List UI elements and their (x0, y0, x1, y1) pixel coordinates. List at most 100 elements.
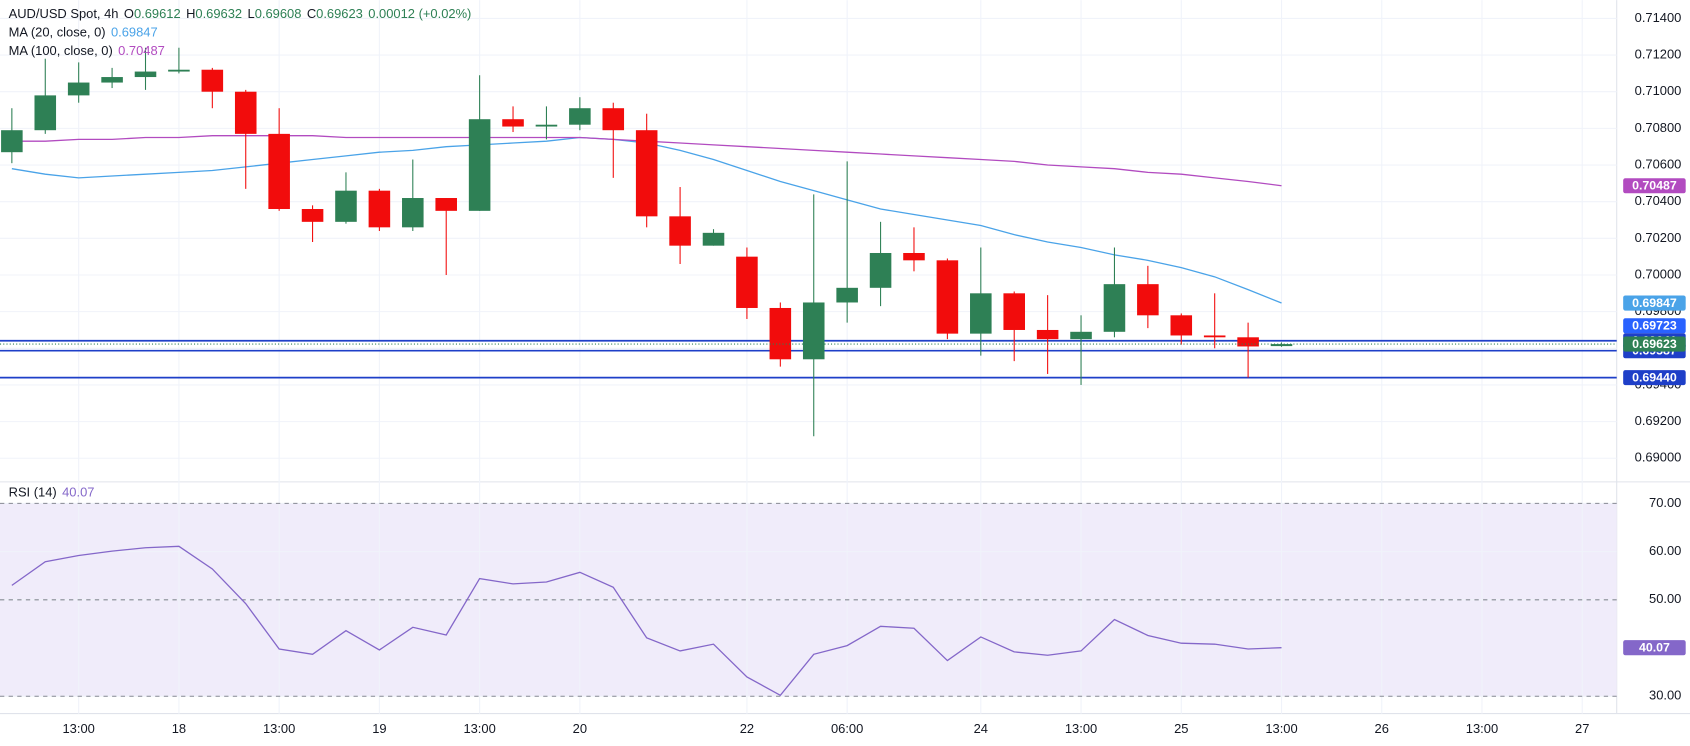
y-tick-label: 0.70800 (1635, 120, 1682, 135)
y-tick-label: 0.70200 (1635, 230, 1682, 245)
y-tick-label: 0.71200 (1635, 46, 1682, 61)
ma-legend: MA (100, close, 0) 0.70487 (9, 43, 165, 58)
candle-body (1103, 284, 1126, 332)
ma-legend-name: MA (100, close, 0) (9, 43, 113, 58)
candle-body (234, 91, 257, 134)
rsi-legend: RSI (14) 40.07 (9, 485, 95, 500)
ma-legend-value: 0.69847 (111, 25, 158, 40)
ohlc-letter: C (307, 7, 316, 22)
x-tick-label: 13:00 (263, 721, 295, 736)
candle-body (1237, 337, 1259, 347)
ohlc-value: 0.69632 (195, 7, 242, 22)
candle-body (268, 133, 290, 210)
candle-body (836, 287, 858, 303)
rsi-badge: 40.07 (1623, 640, 1686, 656)
candle-body (502, 119, 524, 127)
ma-legend-value: 0.70487 (118, 43, 165, 58)
candle-body (970, 293, 992, 334)
candle-body (602, 108, 625, 131)
ma-price-badge-bg (1623, 295, 1686, 311)
ohlc-value: 0.69612 (134, 7, 181, 22)
candle-body (936, 260, 959, 334)
candle-body (1070, 331, 1092, 340)
x-tick-label: 13:00 (463, 721, 495, 736)
y-tick-label: 0.70600 (1635, 156, 1682, 171)
x-tick-label: 25 (1174, 721, 1188, 736)
price-badge-bg (1623, 318, 1686, 334)
candle-body (1203, 335, 1226, 338)
rsi-badge-bg (1623, 640, 1686, 656)
level-badge-bg (1623, 370, 1686, 386)
candle-body (1170, 315, 1193, 336)
level-badge: 0.69440 (1623, 370, 1686, 386)
x-tick-label: 13:00 (1265, 721, 1297, 736)
x-tick-label: 26 (1375, 721, 1389, 736)
ma-legend: MA (20, close, 0) 0.69847 (9, 25, 158, 40)
level-badge-text: 0.69440 (1632, 370, 1677, 384)
candle-body (769, 307, 792, 360)
candle-body (1, 130, 23, 153)
x-tick-label: 19 (372, 721, 386, 736)
rsi-badge-text: 40.07 (1639, 640, 1670, 654)
candle-body (1036, 329, 1059, 340)
candle-body (903, 252, 925, 261)
ma-price-badge: 0.69847 (1623, 295, 1686, 311)
candle-body (201, 69, 224, 92)
candle-body (435, 198, 457, 211)
current-price-badge: 0.69623 (1623, 336, 1686, 352)
x-tick-label: 22 (740, 721, 754, 736)
x-tick-label: 18 (172, 721, 186, 736)
x-tick-label: 13:00 (63, 721, 95, 736)
candle-body (569, 108, 591, 125)
candle-body (535, 124, 558, 127)
candle-body (402, 198, 424, 228)
rsi-line (11, 545, 1282, 697)
x-tick-label: 27 (1575, 721, 1589, 736)
candle-body (301, 209, 324, 222)
candle-body (802, 302, 825, 360)
candle-body (1003, 293, 1025, 330)
y-tick-label: 0.70000 (1635, 266, 1682, 281)
candle-body (67, 82, 90, 96)
y-tick-label: 0.71400 (1635, 10, 1682, 25)
y-tick-label: 50.00 (1649, 591, 1681, 606)
current-price-badge-text: 0.69623 (1632, 337, 1677, 351)
x-tick-label: 13:00 (1466, 721, 1498, 736)
price-badge-text: 0.69723 (1632, 319, 1677, 333)
candle-body (335, 190, 357, 222)
ohlc-letter: O (124, 7, 134, 22)
candle-body (368, 190, 391, 228)
candle-body (468, 119, 491, 211)
symbol-legend: AUD/USD Spot, 4h O0.69612 H0.69632 L0.69608… (9, 7, 472, 22)
candle-body (1270, 344, 1293, 347)
x-tick-label: 13:00 (1065, 721, 1097, 736)
rsi-legend-name: RSI (14) (9, 485, 57, 500)
y-tick-label: 30.00 (1649, 688, 1681, 703)
y-tick-label: 70.00 (1649, 495, 1681, 510)
x-tick-label: 20 (573, 721, 587, 736)
candle-body (736, 256, 758, 308)
y-tick-label: 0.69000 (1635, 450, 1682, 465)
candle-body (635, 130, 658, 217)
x-tick-label: 24 (974, 721, 988, 736)
ohlc-value: 0.69623 (316, 7, 363, 22)
ma-price-badge-text: 0.69847 (1632, 296, 1677, 310)
candle-body (34, 95, 57, 131)
rsi-legend-value: 40.07 (62, 485, 94, 500)
price-change: 0.00012 (+0.02%) (368, 7, 471, 22)
current-price-badge-bg (1623, 336, 1686, 352)
y-tick-label: 0.69200 (1635, 413, 1682, 428)
candle-body (869, 252, 892, 288)
ohlc-letter: L (248, 7, 255, 22)
candle-body (168, 69, 190, 72)
y-tick-label: 0.70400 (1635, 193, 1682, 208)
price-badge: 0.69723 (1623, 318, 1686, 334)
symbol-title: AUD/USD Spot, 4h (9, 7, 119, 22)
ma-price-badge: 0.70487 (1623, 178, 1686, 194)
y-tick-label: 60.00 (1649, 543, 1681, 558)
y-tick-label: 0.71000 (1635, 83, 1682, 98)
candle-body (1137, 284, 1159, 316)
ma-price-badge-text: 0.70487 (1632, 179, 1677, 193)
